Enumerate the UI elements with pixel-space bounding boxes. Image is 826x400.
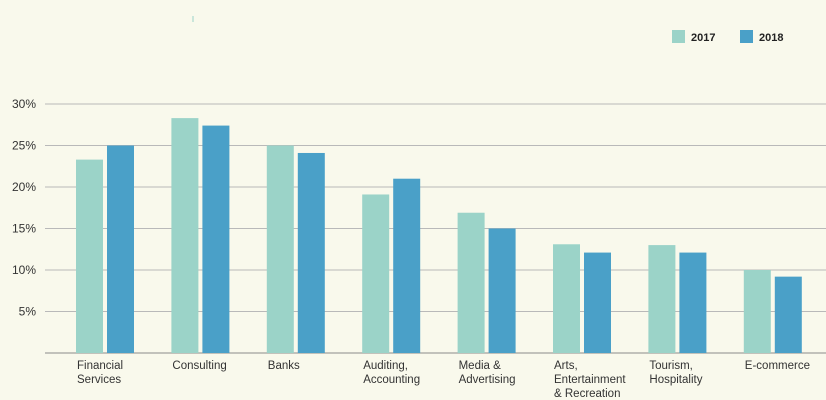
x-tick-label-line: Consulting [172,360,226,372]
bar-2017-0 [76,159,103,353]
x-axis-labels: Financial Services Consulting Banks Auditing… [77,360,810,400]
bar-2018-3 [393,178,421,353]
x-tick-label-3: Auditing, Accounting [363,360,420,386]
x-tick-label-line: Tourism, [649,360,692,372]
bar-2017-2 [266,145,294,353]
x-tick-label-line: Services [77,374,121,386]
y-tick-label-20: 20% [12,180,36,194]
legend: 2017 2018 [672,30,783,44]
x-tick-label-line: Arts, [554,360,578,372]
x-tick-label-0: Financial Services [77,360,123,386]
x-tick-label-line: & Recreation [554,388,620,400]
x-tick-label-7: E-commerce [745,360,810,372]
bars [76,118,802,353]
y-tick-label-15: 15% [12,222,36,236]
x-tick-label-1: Consulting [172,360,226,372]
x-tick-label-line: Banks [268,360,300,372]
y-axis-ticks: 5% 10% 15% 20% 25% 30% [12,97,36,319]
bar-2018-7 [774,276,802,353]
y-tick-label-30: 30% [12,97,36,111]
x-tick-label-line: Accounting [363,374,420,386]
bar-2018-0 [107,145,134,353]
x-tick-label-2: Banks [268,360,300,372]
y-tick-label-25: 25% [12,139,36,153]
bar-2018-1 [202,125,230,353]
x-tick-label-line: Entertainment [554,374,626,386]
bar-2017-5 [553,244,580,353]
bar-2017-7 [743,270,771,353]
bar-2018-4 [488,228,516,353]
bar-2017-3 [362,194,390,353]
bar-2017-6 [648,245,676,353]
x-tick-label-line: Auditing, [363,360,408,372]
gridlines [45,103,826,354]
x-tick-label-line: E-commerce [745,360,810,372]
bar-2018-5 [584,252,611,353]
y-tick-label-5: 5% [19,305,37,319]
x-tick-label-line: Financial [77,360,123,372]
bar-2018-2 [297,152,325,353]
bar-2017-4 [457,212,485,353]
legend-label-2017: 2017 [691,32,715,44]
legend-label-2018: 2018 [759,32,783,44]
legend-swatch-2017 [672,30,685,43]
x-tick-label-line: Hospitality [649,374,702,386]
legend-swatch-2018 [740,30,753,43]
x-tick-label-6: Tourism, Hospitality [649,360,702,386]
y-tick-label-10: 10% [12,263,36,277]
x-tick-label-4: Media & Advertising [459,360,516,386]
x-tick-label-5: Arts, Entertainment & Recreation [554,360,626,400]
x-tick-label-line: Advertising [459,374,516,386]
x-tick-label-line: Media & [459,360,502,372]
bar-2018-6 [679,252,707,353]
bar-2017-1 [171,118,199,353]
